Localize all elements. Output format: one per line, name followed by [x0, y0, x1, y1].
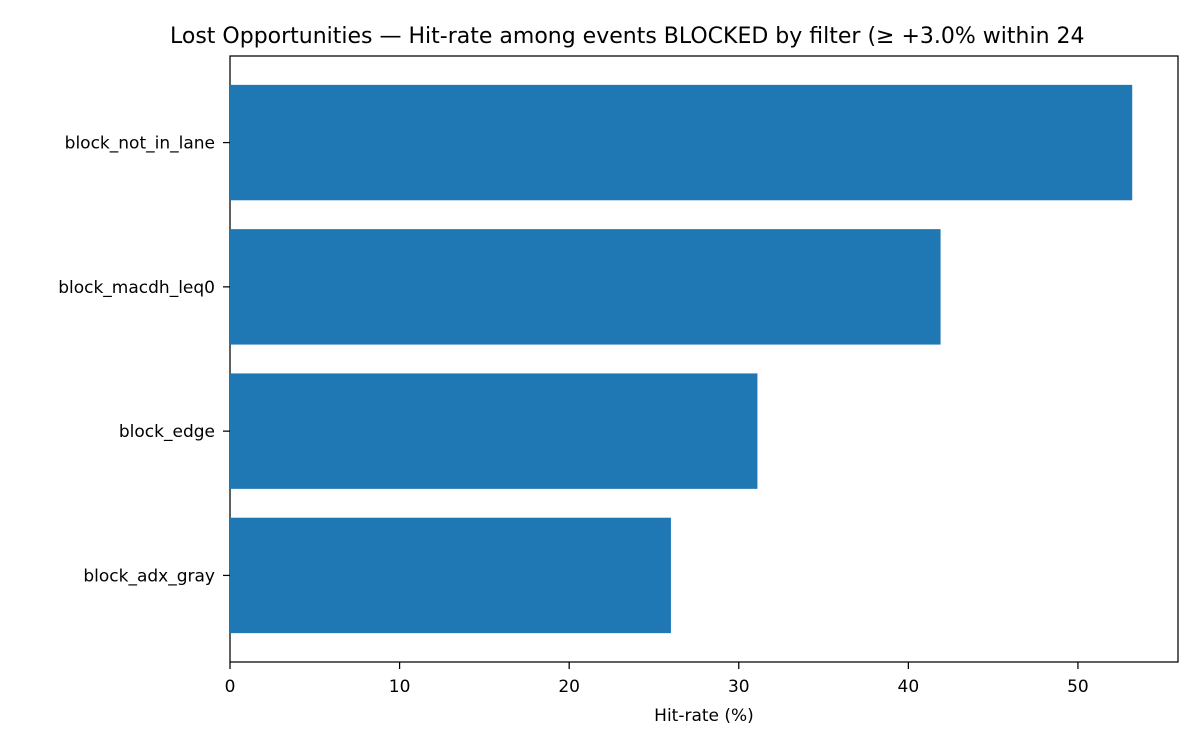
bar-block_macdh_leq0 [230, 229, 941, 345]
y-tick-label: block_macdh_leq0 [58, 278, 215, 298]
x-tick-label: 10 [389, 677, 411, 697]
y-axis: block_not_in_lane block_macdh_leq0 block_e… [58, 134, 230, 586]
x-tick-label: 20 [558, 677, 580, 697]
x-tick-label: 50 [1067, 677, 1089, 697]
x-axis-label: Hit-rate (%) [654, 706, 754, 726]
y-tick-label: block_not_in_lane [65, 134, 215, 154]
bar-block_edge [230, 373, 758, 489]
x-axis: 0 10 20 30 40 50 [225, 662, 1089, 697]
plot-area [229, 55, 1179, 663]
x-tick-label: 0 [225, 677, 236, 697]
x-tick-label: 30 [728, 677, 750, 697]
bars-group [230, 84, 1133, 634]
bar-block_not_in_lane [230, 84, 1133, 201]
x-tick-label: 40 [898, 677, 920, 697]
chart-title: Lost Opportunities — Hit-rate among even… [170, 24, 1085, 49]
bar-block_adx_gray [230, 517, 671, 634]
y-tick-label: block_edge [119, 422, 215, 442]
y-tick-label: block_adx_gray [83, 566, 215, 586]
